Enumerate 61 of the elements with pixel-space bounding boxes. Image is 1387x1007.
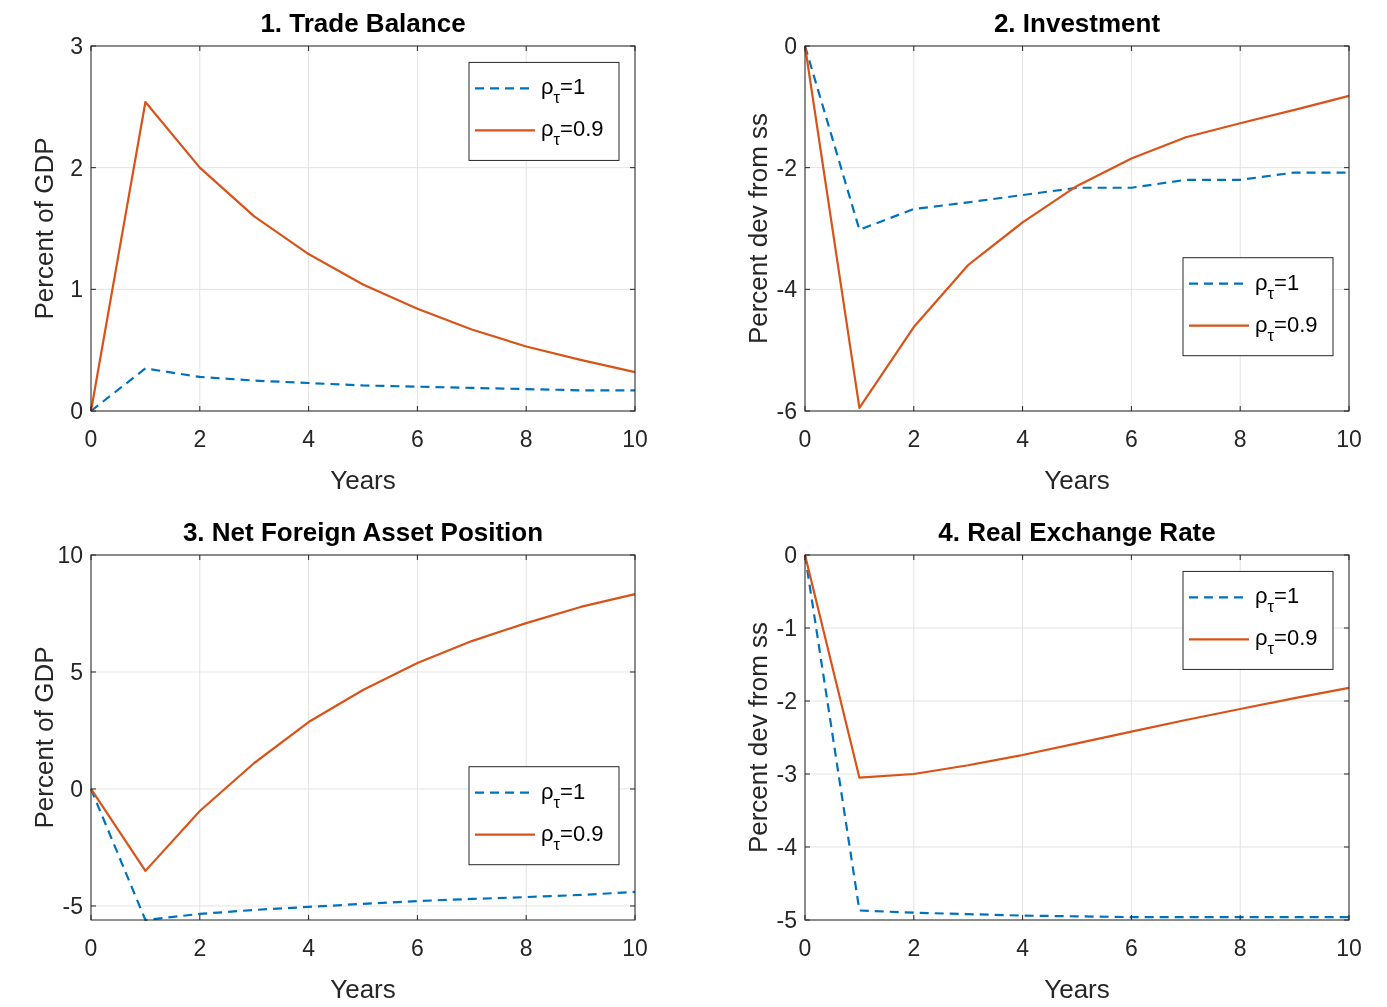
chart-title: 4. Real Exchange Rate xyxy=(938,517,1216,547)
x-tick-label: 6 xyxy=(411,935,424,961)
y-tick-label: 5 xyxy=(70,658,83,685)
x-tick-label: 8 xyxy=(1233,935,1247,961)
x-tick-label: 4 xyxy=(1016,426,1030,452)
legend-label: ρ$_{τ}$=1 xyxy=(1255,269,1300,302)
y-tick-label: -5 xyxy=(62,892,83,919)
y-tick-label: -2 xyxy=(776,688,797,714)
chart-title: 1. Trade Balance xyxy=(260,8,466,38)
line-series xyxy=(803,44,1351,410)
y-tick-label: -1 xyxy=(776,615,797,641)
x-tick-label: 8 xyxy=(519,426,533,452)
y-tick-label: 0 xyxy=(70,775,83,802)
legend-label: ρ$_{τ}$=0.9 xyxy=(1255,311,1318,344)
y-tick-label: 0 xyxy=(784,33,797,59)
x-tick-label: 4 xyxy=(302,935,316,961)
y-axis-title: Percent dev from ss xyxy=(743,621,773,854)
legend-label: ρ$_{τ}$=0.9 xyxy=(541,820,604,853)
x-tick-label: 4 xyxy=(1016,935,1030,961)
y-tick-label: -4 xyxy=(776,276,798,303)
x-tick-label: 10 xyxy=(622,935,648,961)
x-tick-label: 8 xyxy=(1233,426,1247,452)
y-tick-label: 1 xyxy=(70,276,83,303)
x-tick-label: 2 xyxy=(907,935,921,961)
y-tick-label: -4 xyxy=(776,834,798,860)
chart-title: 3. Net Foreign Asset Position xyxy=(182,517,544,547)
x-tick-label: 10 xyxy=(1336,426,1362,452)
x-tick-label: 2 xyxy=(907,426,921,452)
x-tick-label: 6 xyxy=(1125,935,1138,961)
x-tick-label: 2 xyxy=(193,935,207,961)
x-tick-label: 10 xyxy=(622,426,648,452)
x-axis-title: Years xyxy=(1044,974,1110,1004)
line-series xyxy=(89,592,637,872)
x-tick-label: 6 xyxy=(1125,426,1138,452)
y-tick-label: -5 xyxy=(776,907,797,933)
x-axis-title: Years xyxy=(1044,465,1110,495)
legend-label: ρ$_{τ}$=1 xyxy=(541,778,586,811)
y-tick-label: -3 xyxy=(776,761,797,787)
y-tick-label: 0 xyxy=(784,542,797,568)
x-tick-label: 2 xyxy=(193,426,207,452)
y-axis-title: Percent of GDP xyxy=(29,137,59,320)
line-series xyxy=(803,553,1351,919)
y-tick-label: 3 xyxy=(70,33,83,59)
x-tick-label: 8 xyxy=(519,935,533,961)
x-tick-label: 6 xyxy=(411,426,424,452)
y-tick-label: -2 xyxy=(776,154,797,181)
legend-label: ρ$_{τ}$=0.9 xyxy=(1255,625,1318,658)
legend-label: ρ$_{τ}$=0.9 xyxy=(541,116,604,149)
y-tick-label: 0 xyxy=(70,398,83,424)
x-axis-title: Years xyxy=(330,974,396,1004)
y-tick-label: -6 xyxy=(776,398,797,424)
chart-title: 2. Investment xyxy=(993,8,1161,38)
y-tick-label: 2 xyxy=(70,154,83,181)
y-tick-label: 10 xyxy=(57,542,83,568)
y-axis-title: Percent of GDP xyxy=(29,646,59,829)
x-tick-label: 10 xyxy=(1336,935,1362,961)
x-tick-label: 4 xyxy=(302,426,316,452)
y-axis-title: Percent dev from ss xyxy=(743,112,773,345)
x-axis-title: Years xyxy=(330,465,396,495)
legend-label: ρ$_{τ}$=1 xyxy=(1255,583,1300,616)
legend-label: ρ$_{τ}$=1 xyxy=(541,74,586,107)
